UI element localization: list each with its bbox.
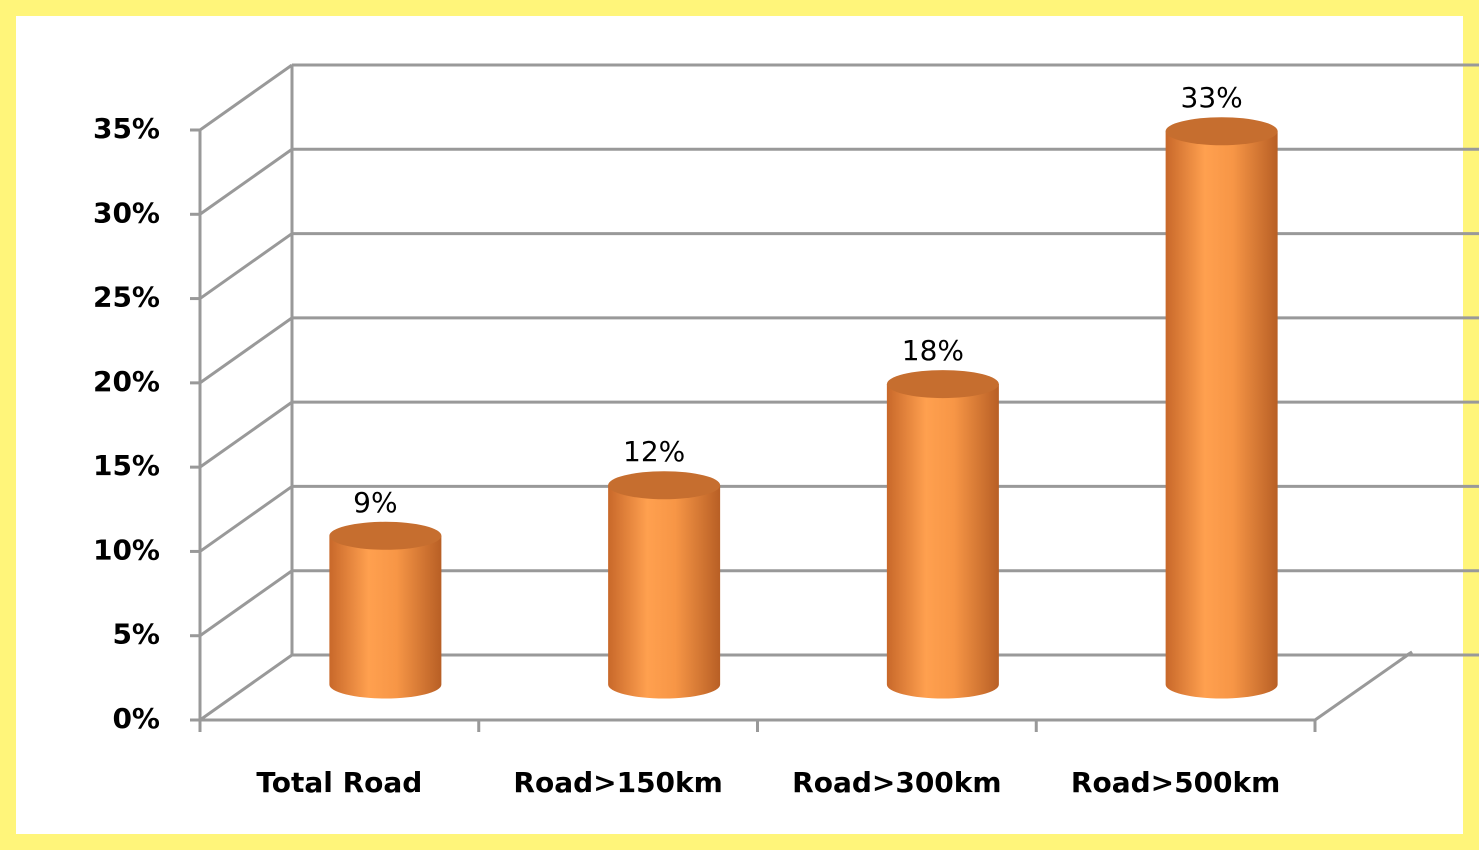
y-tick-label: 0% (112, 702, 160, 735)
y-tick-label: 30% (93, 196, 160, 229)
bar (608, 485, 721, 699)
x-tick-label: Road>300km (792, 766, 1001, 799)
grid-line (199, 569, 293, 637)
value-label: 12% (623, 435, 685, 468)
bar (1165, 131, 1278, 699)
grid-line (199, 653, 293, 722)
grid-line (199, 316, 293, 385)
floor-edge (1314, 650, 1413, 722)
bar (886, 384, 999, 699)
y-tick-label: 20% (93, 365, 160, 398)
grid-line (199, 232, 293, 300)
x-tick-label: Road>500km (1071, 766, 1280, 799)
grid-line (199, 400, 293, 469)
bar (329, 535, 442, 699)
value-label: 9% (353, 486, 397, 519)
y-tick-label: 10% (93, 533, 160, 566)
y-tick-label: 5% (112, 618, 160, 651)
grid-line (199, 148, 293, 216)
y-tick-label: 25% (93, 281, 160, 314)
bar-top (886, 370, 999, 399)
bar-top (329, 521, 442, 550)
y-tick-label: 35% (93, 112, 160, 145)
y-tick-label: 15% (93, 449, 160, 482)
value-label: 18% (902, 334, 964, 367)
x-tick-label: Road>150km (513, 766, 722, 799)
grid-line (199, 63, 293, 132)
bar-top (1165, 117, 1278, 146)
x-tick-label: Total Road (256, 766, 422, 799)
grid-line (199, 485, 293, 553)
bar-top (608, 471, 721, 500)
value-label: 33% (1181, 81, 1243, 114)
